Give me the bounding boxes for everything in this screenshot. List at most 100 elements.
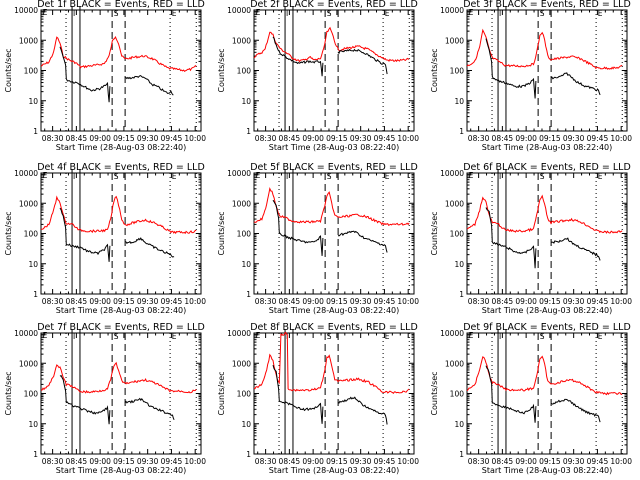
x-tick-label: 08:45 [279, 134, 301, 143]
y-tick-label: 10 [28, 260, 38, 269]
y-tick-label: 1000 [232, 36, 251, 45]
y-tick-label: 10000 [440, 329, 464, 338]
chart-title: Det 3f BLACK = Events, RED = LLD [463, 0, 631, 10]
x-axis-label: Start Time (28-Aug-03 08:22:40) [482, 143, 613, 152]
marker-label-dashed: S [327, 332, 332, 341]
plot-frame [466, 9, 628, 132]
x-tick-label: 09:00 [515, 134, 537, 143]
y-tick-label: 10 [241, 260, 251, 269]
chart-title: Det 7f BLACK = Events, RED = LLD [37, 322, 205, 333]
y-tick-label: 100 [450, 390, 465, 399]
x-tick-label: 09:15 [539, 297, 561, 306]
y-axis-label: Counts/sec [217, 371, 226, 415]
chart-svg: Det 8f BLACK = Events, RED = LLD10000100… [217, 322, 419, 475]
x-tick-label: 08:45 [66, 134, 88, 143]
marker-label-dashed: S [540, 9, 545, 18]
events-trace-segment-2 [124, 397, 175, 421]
x-tick-label: 09:30 [137, 297, 159, 306]
marker-label-end: E [172, 9, 177, 18]
x-tick-label: 09:45 [161, 457, 183, 466]
x-tick-label: 09:45 [587, 134, 609, 143]
y-tick-label: 1000 [232, 199, 251, 208]
x-tick-label: 10:00 [184, 457, 206, 466]
plot-frame [253, 172, 415, 295]
marker-label-start: E [43, 8, 48, 17]
chart-svg: Det 4f BLACK = Events, RED = LLD10000100… [4, 162, 206, 315]
x-tick-label: 09:00 [515, 457, 537, 466]
marker-label-solid: I [286, 172, 288, 181]
y-tick-label: 10 [454, 97, 464, 106]
marker-label-start: E [43, 171, 48, 180]
plot-frame [40, 332, 202, 455]
y-axis-label: Counts/sec [430, 48, 439, 92]
lld-trace [466, 355, 623, 396]
x-tick-label: 10:00 [397, 297, 419, 306]
y-tick-label: 10000 [227, 329, 251, 338]
y-axis-label: Counts/sec [430, 371, 439, 415]
y-tick-label: 100 [237, 230, 252, 239]
x-tick-label: 09:45 [161, 134, 183, 143]
x-tick-label: 09:15 [539, 134, 561, 143]
y-tick-label: 1000 [19, 359, 38, 368]
events-trace-segment-2 [337, 230, 388, 253]
x-tick-label: 10:00 [397, 134, 419, 143]
detector-panel-9: Det 9f BLACK = Events, RED = LLD 10000 100… [426, 320, 639, 480]
y-tick-label: 10000 [14, 329, 38, 338]
marker-label-solid: I [499, 332, 501, 341]
y-tick-label: 100 [237, 67, 252, 76]
x-tick-label: 09:30 [563, 297, 585, 306]
x-tick-label: 09:30 [350, 134, 372, 143]
y-tick-label: 1 [246, 127, 251, 136]
x-tick-label: 08:45 [279, 297, 301, 306]
events-trace [485, 38, 537, 99]
chart-title: Det 5f BLACK = Events, RED = LLD [250, 162, 418, 173]
lld-trace [41, 195, 197, 235]
x-tick-label: 08:45 [279, 457, 301, 466]
y-tick-label: 1000 [19, 36, 38, 45]
marker-label-solid: I [73, 332, 75, 341]
chart-svg: Det 9f BLACK = Events, RED = LLD10000100… [430, 322, 632, 475]
plot-frame [40, 9, 202, 132]
detector-panel-6: Det 6f BLACK = Events, RED = LLD 10000 100… [426, 160, 639, 320]
x-axis-label: Start Time (28-Aug-03 08:22:40) [269, 466, 400, 475]
x-tick-label: 10:00 [610, 297, 632, 306]
y-tick-label: 1 [246, 450, 251, 459]
events-trace-segment-2 [124, 237, 175, 258]
y-tick-label: 10 [241, 97, 251, 106]
marker-label-end: E [598, 172, 603, 181]
x-tick-label: 08:30 [42, 297, 64, 306]
detector-panel-1: Det 1f BLACK = Events, RED = LLD 10000 100… [0, 0, 213, 157]
detector-panel-3: Det 3f BLACK = Events, RED = LLD 10000 100… [426, 0, 639, 157]
x-axis-label: Start Time (28-Aug-03 08:22:40) [482, 466, 613, 475]
x-tick-label: 09:30 [137, 457, 159, 466]
x-tick-label: 08:45 [492, 297, 514, 306]
events-trace-segment-2 [337, 396, 388, 425]
y-axis-label: Counts/sec [4, 371, 13, 415]
marker-label-solid: I [73, 9, 75, 18]
y-tick-label: 10 [28, 420, 38, 429]
marker-label-start: E [469, 171, 474, 180]
lld-trace [466, 194, 623, 234]
marker-label-end: E [172, 172, 177, 181]
x-tick-label: 09:30 [350, 297, 372, 306]
x-tick-label: 08:30 [255, 457, 277, 466]
lld-trace [41, 361, 197, 394]
x-tick-label: 09:00 [302, 297, 324, 306]
marker-label-end: E [385, 332, 390, 341]
x-tick-label: 09:30 [137, 134, 159, 143]
x-tick-label: 09:45 [374, 457, 396, 466]
plot-frame [466, 172, 628, 295]
marker-label-dashed: S [540, 172, 545, 181]
x-tick-label: 09:15 [539, 457, 561, 466]
marker-label-end: E [598, 9, 603, 18]
x-tick-label: 08:30 [255, 297, 277, 306]
y-tick-label: 10000 [14, 6, 38, 15]
y-tick-label: 10 [28, 97, 38, 106]
chart-title: Det 4f BLACK = Events, RED = LLD [37, 162, 205, 173]
detector-panel-2: Det 2f BLACK = Events, RED = LLD 10000 100… [213, 0, 426, 157]
x-tick-label: 08:45 [492, 134, 514, 143]
plot-frame [40, 172, 202, 295]
marker-label-dashed: S [540, 332, 545, 341]
x-tick-label: 08:45 [492, 457, 514, 466]
x-tick-label: 08:30 [468, 297, 490, 306]
